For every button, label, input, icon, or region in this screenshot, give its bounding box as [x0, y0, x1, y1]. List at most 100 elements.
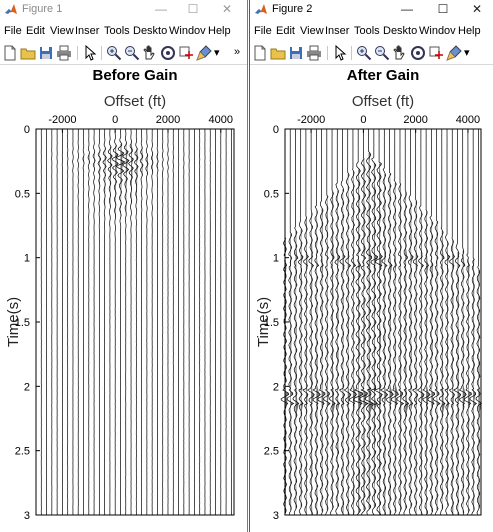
seismic-trace	[97, 128, 102, 515]
seismic-trace	[145, 128, 149, 515]
figure-window-2[interactable]: Figure 2 — ☐ ✕ File Edit View Inser Tool…	[249, 0, 493, 532]
y-tick-label: 3	[24, 510, 30, 522]
menu-desktop[interactable]: Deskto	[383, 25, 418, 37]
trace-fill	[447, 241, 450, 506]
trace-fill	[152, 153, 153, 173]
pointer-icon[interactable]	[332, 45, 348, 61]
rotate-icon[interactable]	[160, 45, 176, 61]
open-folder-icon[interactable]	[20, 45, 36, 61]
traces	[35, 128, 232, 515]
seismic-trace	[458, 128, 467, 515]
menu-tools[interactable]: Tools	[354, 25, 380, 37]
pan-icon[interactable]	[142, 45, 158, 61]
traces	[280, 128, 483, 515]
trace-fill	[389, 174, 394, 515]
menu-window[interactable]: Windov	[169, 25, 206, 37]
seismic-trace	[156, 128, 159, 515]
trace-fill	[141, 147, 144, 176]
menu-help[interactable]: Help	[208, 25, 231, 37]
trace-fill	[131, 141, 134, 203]
trace-fill	[347, 174, 351, 515]
figure-toolbar: ▾ »	[0, 42, 247, 65]
y-tick-label: 0	[273, 124, 279, 136]
zoom-out-icon[interactable]	[374, 45, 390, 61]
seismic-trace	[77, 128, 80, 515]
trace-fill	[337, 190, 340, 507]
trace-fill	[99, 150, 101, 186]
title-bar[interactable]: Figure 2 — ☐ ✕	[250, 0, 493, 20]
new-figure-icon[interactable]	[252, 45, 268, 61]
open-folder-icon[interactable]	[270, 45, 286, 61]
data-cursor-icon[interactable]	[178, 45, 194, 61]
pan-icon[interactable]	[392, 45, 408, 61]
rotate-icon[interactable]	[410, 45, 426, 61]
close-icon: ✕	[471, 2, 483, 16]
trace-fill	[342, 189, 346, 515]
print-icon[interactable]	[306, 45, 322, 61]
seismic-trace	[412, 128, 419, 515]
x-tick-label: 2000	[403, 114, 427, 126]
maximize-button[interactable]: ☐	[426, 0, 460, 20]
menu-insert[interactable]: Inser	[325, 25, 350, 37]
x-tick-label: -2000	[48, 114, 76, 126]
seismic-trace	[167, 128, 169, 515]
trace-fill	[321, 208, 325, 512]
trace-fill	[363, 159, 368, 510]
trace-fill	[83, 154, 85, 164]
dropdown-arrow-icon[interactable]: ▾	[464, 47, 470, 59]
new-figure-icon[interactable]	[2, 45, 18, 61]
menu-desktop[interactable]: Deskto	[133, 25, 168, 37]
menu-edit[interactable]: Edit	[26, 25, 45, 37]
seismic-trace	[379, 128, 389, 515]
menu-help[interactable]: Help	[458, 25, 481, 37]
minimize-button[interactable]: —	[144, 0, 178, 20]
zoom-in-icon[interactable]	[106, 45, 122, 61]
menu-file[interactable]: File	[254, 25, 272, 37]
menu-view[interactable]: View	[50, 25, 74, 37]
axes-box	[35, 128, 235, 516]
menu-file[interactable]: File	[4, 25, 22, 37]
minimize-icon: —	[155, 2, 167, 16]
x-tick-label: 4000	[456, 114, 480, 126]
menu-tools[interactable]: Tools	[104, 25, 130, 37]
trace-fill	[352, 171, 357, 515]
dropdown-arrow-icon[interactable]: ▾	[214, 47, 220, 59]
seismic-trace	[353, 128, 364, 515]
maximize-button[interactable]: ☐	[176, 0, 210, 20]
brush-icon[interactable]	[196, 45, 212, 61]
x-tick-label: -2000	[297, 114, 325, 126]
seismic-trace	[334, 128, 341, 515]
menu-edit[interactable]: Edit	[276, 25, 295, 37]
save-icon[interactable]	[38, 45, 54, 61]
data-cursor-icon[interactable]	[428, 45, 444, 61]
pointer-icon[interactable]	[82, 45, 98, 61]
y-tick-label: 1.5	[264, 317, 279, 329]
menu-bar: File Edit View Inser Tools Deskto Windov…	[0, 22, 247, 40]
zoom-in-icon[interactable]	[356, 45, 372, 61]
menu-window[interactable]: Windov	[419, 25, 456, 37]
close-button[interactable]: ✕	[460, 0, 493, 20]
seismic-trace	[444, 128, 451, 515]
minimize-button[interactable]: —	[390, 0, 424, 20]
menu-insert[interactable]: Inser	[75, 25, 100, 37]
title-bar[interactable]: Figure 1 — ☐ ✕	[0, 0, 247, 20]
trace-fill	[358, 169, 363, 513]
figure-window-1[interactable]: Figure 1 — ☐ ✕ File Edit View Inser Tool…	[0, 0, 248, 532]
y-axis-label: Time(s)	[255, 297, 272, 347]
trace-fill	[405, 192, 409, 509]
trace-fill	[436, 222, 440, 510]
trace-fill	[473, 259, 477, 510]
maximize-icon: ☐	[437, 2, 449, 16]
toolbar-overflow-icon[interactable]: »	[234, 46, 241, 58]
y-tick-label: 1.5	[15, 317, 30, 329]
print-icon[interactable]	[56, 45, 72, 61]
zoom-out-icon[interactable]	[124, 45, 140, 61]
seismic-trace	[373, 128, 383, 515]
brush-icon[interactable]	[446, 45, 462, 61]
seismic-trace	[134, 128, 139, 515]
menu-view[interactable]: View	[300, 25, 324, 37]
save-icon[interactable]	[288, 45, 304, 61]
seismic-trace	[102, 128, 107, 515]
trace-fill	[431, 222, 435, 512]
close-button[interactable]: ✕	[210, 0, 244, 20]
